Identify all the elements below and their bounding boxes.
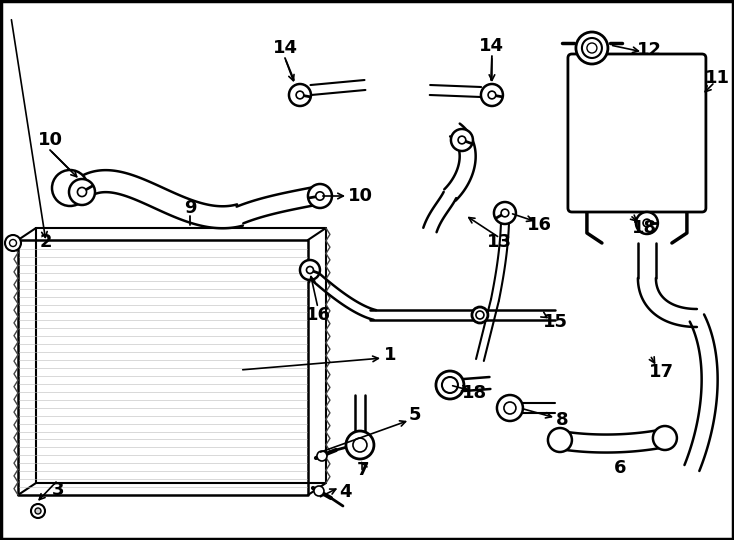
Circle shape (481, 84, 503, 106)
Text: 10: 10 (37, 131, 62, 149)
Circle shape (317, 451, 327, 461)
Circle shape (451, 129, 473, 151)
Circle shape (35, 508, 41, 514)
Circle shape (494, 202, 516, 224)
Text: 12: 12 (637, 41, 662, 59)
Text: 15: 15 (543, 313, 568, 331)
Circle shape (436, 371, 464, 399)
Circle shape (316, 192, 324, 200)
Text: 6: 6 (614, 459, 626, 477)
Circle shape (497, 395, 523, 421)
Text: 18: 18 (633, 219, 658, 237)
Circle shape (346, 431, 374, 459)
Text: 7: 7 (357, 461, 369, 479)
Text: 3: 3 (51, 481, 65, 499)
Circle shape (442, 377, 458, 393)
Circle shape (289, 84, 311, 106)
Circle shape (504, 402, 516, 414)
Circle shape (548, 428, 572, 452)
Text: 8: 8 (556, 411, 568, 429)
Text: 4: 4 (338, 483, 351, 501)
Circle shape (472, 307, 488, 323)
Circle shape (5, 235, 21, 251)
Circle shape (300, 260, 320, 280)
Text: 16: 16 (305, 306, 330, 324)
Circle shape (52, 170, 88, 206)
Text: 14: 14 (479, 37, 504, 55)
Circle shape (314, 486, 324, 496)
Circle shape (576, 32, 608, 64)
Bar (19, 241, 308, 495)
Text: 14: 14 (272, 39, 297, 57)
Circle shape (296, 91, 304, 99)
Circle shape (458, 136, 466, 144)
Circle shape (307, 267, 313, 273)
Text: 16: 16 (528, 216, 553, 234)
Text: 1: 1 (384, 346, 396, 364)
Text: 17: 17 (650, 363, 675, 381)
Circle shape (501, 209, 509, 217)
Text: 9: 9 (184, 199, 196, 217)
Circle shape (69, 179, 95, 205)
Circle shape (636, 212, 658, 234)
Text: 11: 11 (705, 69, 730, 87)
Circle shape (488, 91, 495, 99)
Circle shape (476, 311, 484, 319)
Circle shape (78, 187, 87, 197)
Circle shape (31, 504, 45, 518)
Circle shape (643, 219, 651, 227)
Circle shape (308, 184, 332, 208)
Circle shape (587, 43, 597, 53)
Circle shape (10, 240, 16, 246)
Text: 2: 2 (40, 233, 52, 251)
Text: 13: 13 (487, 233, 512, 251)
Text: 5: 5 (409, 406, 421, 424)
Circle shape (353, 438, 367, 452)
Text: 10: 10 (347, 187, 372, 205)
Circle shape (582, 38, 602, 58)
FancyBboxPatch shape (568, 54, 706, 212)
Text: 18: 18 (462, 384, 487, 402)
Circle shape (653, 426, 677, 450)
